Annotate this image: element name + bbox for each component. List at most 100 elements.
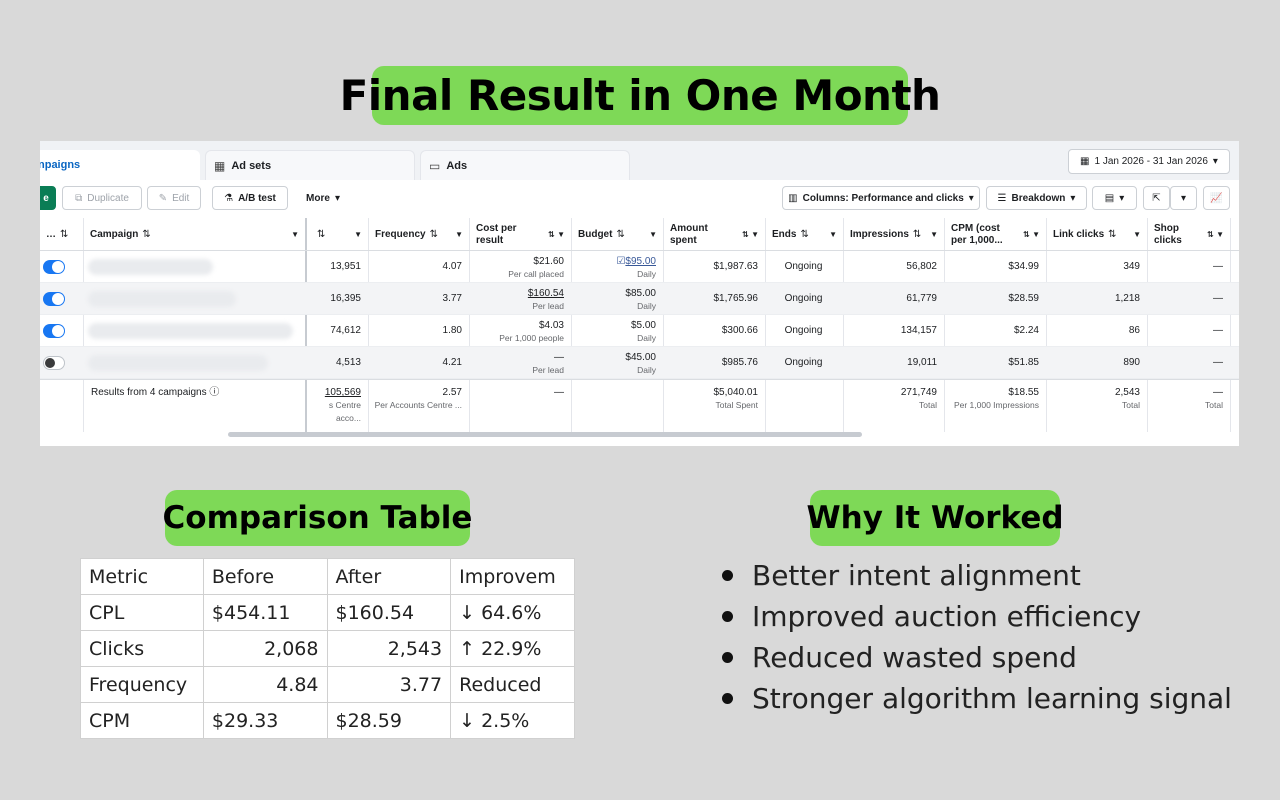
header-ends[interactable]: Ends ⇅ ▼ — [766, 218, 843, 251]
chevron-down-icon: ▾ — [334, 192, 340, 204]
totals-impressions: 271,749 Total — [844, 380, 944, 412]
campaign-toggle[interactable] — [43, 356, 65, 370]
cell-frequency: 4.21 — [369, 347, 469, 379]
cell-link-clicks: 86 — [1047, 315, 1147, 347]
campaign-toggle[interactable] — [43, 324, 65, 338]
edit-label: Edit — [172, 192, 190, 204]
totals-frequency: 2.57 Per Accounts Centre ... — [369, 380, 469, 412]
cell-link-clicks: 349 — [1047, 251, 1147, 283]
table-row[interactable]: 4,513 4.21 — Per lead $45.00 Daily $985.76 Ongo… — [40, 347, 1239, 379]
cell-cpm: $51.85 — [945, 347, 1046, 379]
ends-value: Ongoing — [784, 293, 823, 304]
export-dropdown[interactable]: ▾ — [1170, 186, 1197, 210]
totals-spent-sub: Total Spent — [715, 400, 758, 410]
cell-shop-clicks: — — [1148, 347, 1230, 379]
why-title: Why It Worked — [806, 490, 1064, 546]
export-button[interactable]: ⇱ — [1143, 186, 1170, 210]
columns-button[interactable]: ▥ Columns: Performance and clicks ▾ — [782, 186, 980, 210]
edit-budget-icon[interactable]: ☑ — [616, 256, 626, 267]
campaign-name-redacted[interactable] — [88, 291, 236, 307]
tab-ad-sets[interactable]: ▦ Ad sets — [205, 150, 415, 180]
duplicate-button[interactable]: ⧉ Duplicate — [62, 186, 142, 210]
header-frequency-label: Frequency — [375, 228, 426, 240]
why-item: Improved auction efficiency — [722, 596, 1232, 637]
cell-frequency: 4.07 — [369, 251, 469, 283]
cell-reach: 16,395 — [307, 283, 368, 315]
totals-frequency-sub: Per Accounts Centre ... — [374, 400, 462, 410]
campaign-name-redacted[interactable] — [88, 355, 268, 371]
date-range-picker[interactable]: ▦ 1 Jan 2026 - 31 Jan 2026 ▾ — [1068, 149, 1230, 174]
header-cpm-label: CPM (cost per 1,000... — [951, 222, 1003, 246]
column-divider — [765, 218, 766, 432]
sort-icon: ⇅ — [1108, 228, 1117, 240]
cell-budget[interactable]: $85.00 Daily — [572, 283, 663, 315]
header-budget[interactable]: Budget ⇅ ▼ — [572, 218, 663, 251]
chart-icon: 📈 — [1210, 192, 1223, 204]
chevron-down-icon: ▾ — [1119, 192, 1125, 204]
totals-frequency-value: 2.57 — [442, 387, 462, 398]
cpm-value: $2.24 — [1013, 325, 1039, 336]
columns-label: Columns: Performance and clicks — [802, 192, 964, 204]
header-reach[interactable]: ⇅ ▼ — [307, 218, 368, 251]
header-impressions[interactable]: Impressions ⇅ ▼ — [844, 218, 944, 251]
campaign-name-redacted[interactable] — [88, 259, 213, 275]
bullet-icon — [722, 693, 733, 704]
chevron-down-icon: ▼ — [1133, 229, 1141, 239]
cell-budget[interactable]: $5.00 Daily — [572, 315, 663, 347]
cell-cpr: $21.60 Per call placed — [470, 251, 571, 283]
totals-shop-clicks-sub: Total — [1205, 400, 1223, 410]
cell-impressions: 19,011 — [844, 347, 944, 379]
cell-budget[interactable]: $45.00 Daily — [572, 347, 663, 379]
toolbar: e ⧉ Duplicate ✎ Edit ⚗ A/B test More ▾ ▥ Colu… — [40, 180, 1239, 218]
header-toggle[interactable]: … ⇅ — [40, 218, 83, 251]
cell-budget[interactable]: ☑$95.00 Daily — [572, 251, 663, 283]
campaign-toggle[interactable] — [43, 292, 65, 306]
cpr-value: — — [554, 352, 564, 363]
cpr-value: $21.60 — [533, 256, 564, 267]
spent-value: $1,987.63 — [713, 261, 759, 272]
cell-metric: Clicks — [80, 630, 204, 667]
cell-spent: $1,987.63 — [664, 251, 765, 283]
header-shop-clicks[interactable]: Shop clicks ⇅ ▼ — [1148, 218, 1230, 251]
sort-icon: ⇅ — [142, 228, 151, 240]
view-button[interactable]: ▤ ▾ — [1092, 186, 1137, 210]
header-amount-spent[interactable]: Amount spent ⇅ ▼ — [664, 218, 765, 251]
header-cpm[interactable]: CPM (cost per 1,000... ⇅ ▼ — [945, 218, 1046, 251]
budget-value: $85.00 — [625, 288, 656, 299]
cell-reach: 74,612 — [307, 315, 368, 347]
totals-cpr: — — [470, 380, 571, 412]
more-button[interactable]: More ▾ — [295, 186, 351, 210]
why-item-text: Better intent alignment — [752, 559, 1081, 592]
header-cost-per-result[interactable]: Cost per result ⇅ ▼ — [470, 218, 571, 251]
chart-button[interactable]: 📈 — [1203, 186, 1230, 210]
ab-test-button[interactable]: ⚗ A/B test — [212, 186, 288, 210]
cell-shop-clicks: — — [1148, 283, 1230, 315]
breakdown-button[interactable]: ☰ Breakdown ▾ — [986, 186, 1087, 210]
tab-campaigns[interactable]: npaigns — [40, 150, 200, 180]
cell-spent: $300.66 — [664, 315, 765, 347]
create-button[interactable]: e — [40, 186, 56, 210]
campaign-toggle[interactable] — [43, 260, 65, 274]
header-toggle-label: … — [46, 228, 56, 240]
header-campaign[interactable]: Campaign ⇅ ▼ — [84, 218, 305, 251]
cell-ends: Ongoing — [766, 315, 843, 347]
reach-value: 4,513 — [335, 357, 361, 368]
page-title: Final Result in One Month — [340, 66, 941, 125]
table-header: … ⇅ Campaign ⇅ ▼ ⇅ ▼ Frequency ⇅ ▼ Cost per re… — [40, 218, 1239, 251]
info-icon[interactable]: ⓘ — [209, 387, 220, 398]
horizontal-scrollbar[interactable] — [228, 432, 862, 437]
campaign-name-redacted[interactable] — [88, 323, 293, 339]
header-link-clicks[interactable]: Link clicks ⇅ ▼ — [1047, 218, 1147, 251]
more-label: More — [306, 192, 330, 204]
chevron-down-icon: ▾ — [968, 192, 974, 204]
cell-cpm: $2.24 — [945, 315, 1046, 347]
chevron-down-icon: ⇅ ▼ — [1023, 229, 1040, 239]
edit-button[interactable]: ✎ Edit — [147, 186, 201, 210]
table-row[interactable]: 16,395 3.77 $160.54 Per lead $85.00 Daily $1,7… — [40, 283, 1239, 315]
comparison-row: Frequency 4.84 3.77 Reduced — [80, 666, 575, 703]
header-frequency[interactable]: Frequency ⇅ ▼ — [369, 218, 469, 251]
table-row[interactable]: 13,951 4.07 $21.60 Per call placed ☑$95.00 Da… — [40, 251, 1239, 283]
cell-improvement: ↓ 2.5% — [450, 702, 575, 739]
tab-ads[interactable]: ▭ Ads — [420, 150, 630, 180]
